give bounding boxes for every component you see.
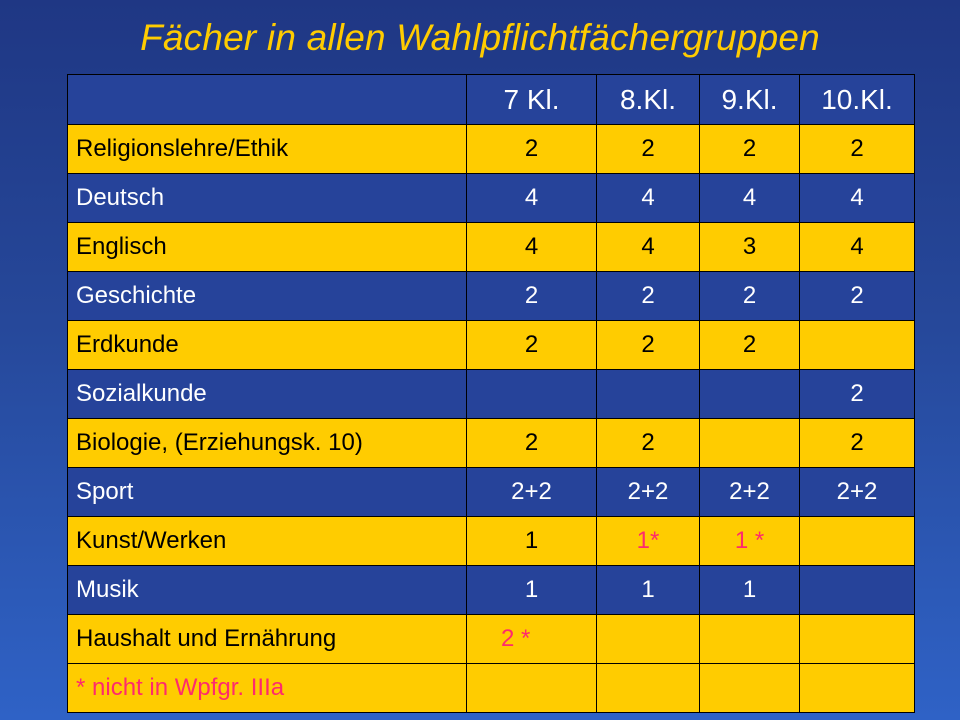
value-cell <box>466 663 597 713</box>
value-cell: 2 <box>699 320 800 370</box>
value-cell <box>699 418 800 468</box>
header-9kl: 9.Kl. <box>699 74 800 125</box>
subject-cell: Musik <box>67 565 467 615</box>
value-cell: 2 <box>799 369 915 419</box>
value-cell: 4 <box>699 173 800 223</box>
value-cell <box>799 614 915 664</box>
header-corner-cell <box>67 74 467 125</box>
value-cell: 2 <box>799 418 915 468</box>
value-cell <box>699 614 800 664</box>
footnote-cell: * nicht in Wpfgr. IIIa <box>67 663 467 713</box>
subject-cell: Sozialkunde <box>67 369 467 419</box>
subject-cell: Kunst/Werken <box>67 516 467 566</box>
table-row: Musik 1 1 1 <box>67 565 915 615</box>
value-cell: 2 <box>699 271 800 321</box>
subject-cell: Religionslehre/Ethik <box>67 124 467 174</box>
value-cell <box>466 369 597 419</box>
table-row: Sport 2+2 2+2 2+2 2+2 <box>67 467 915 517</box>
value-cell: 2 <box>799 124 915 174</box>
subject-cell: Geschichte <box>67 271 467 321</box>
table-row: * nicht in Wpfgr. IIIa <box>67 663 915 713</box>
value-cell: 2+2 <box>466 467 597 517</box>
value-cell: 1 <box>596 565 700 615</box>
value-cell: 2 <box>596 271 700 321</box>
header-10kl: 10.Kl. <box>799 74 915 125</box>
value-cell <box>596 663 700 713</box>
subject-cell: Haushalt und Ernährung <box>67 614 467 664</box>
subject-cell: Deutsch <box>67 173 467 223</box>
value-cell: 2 <box>466 124 597 174</box>
value-cell: 2+2 <box>596 467 700 517</box>
value-cell <box>596 614 700 664</box>
value-cell: 2 <box>466 320 597 370</box>
value-cell: 1 <box>699 565 800 615</box>
value-cell: 1* <box>596 516 700 566</box>
value-cell <box>799 516 915 566</box>
value-cell: 4 <box>596 222 700 272</box>
table-row: Deutsch 4 4 4 4 <box>67 173 915 223</box>
table-row: Biologie, (Erziehungsk. 10) 2 2 2 <box>67 418 915 468</box>
value-cell: 1 <box>466 516 597 566</box>
subject-cell: Erdkunde <box>67 320 467 370</box>
value-cell: 2 <box>699 124 800 174</box>
value-cell: 4 <box>596 173 700 223</box>
table-row: Englisch 4 4 3 4 <box>67 222 915 272</box>
value-cell: 2 <box>596 124 700 174</box>
value-cell: 1 * <box>699 516 800 566</box>
table-row: Geschichte 2 2 2 2 <box>67 271 915 321</box>
header-row: 7 Kl. 8.Kl. 9.Kl. 10.Kl. <box>67 74 915 125</box>
value-cell: 4 <box>466 222 597 272</box>
value-cell: 1 <box>466 565 597 615</box>
value-cell <box>596 369 700 419</box>
subject-cell: Englisch <box>67 222 467 272</box>
value-cell: 4 <box>466 173 597 223</box>
slide-title: Fächer in allen Wahlpflichtfächergruppen <box>140 17 820 58</box>
table-row: Erdkunde 2 2 2 <box>67 320 915 370</box>
table-row: Sozialkunde 2 <box>67 369 915 419</box>
header-7kl: 7 Kl. <box>466 74 597 125</box>
value-cell <box>799 320 915 370</box>
table-row: Haushalt und Ernährung 2 * <box>67 614 915 664</box>
value-cell: 2+2 <box>799 467 915 517</box>
subject-cell: Biologie, (Erziehungsk. 10) <box>67 418 467 468</box>
value-cell: 4 <box>799 222 915 272</box>
value-cell: 2+2 <box>699 467 800 517</box>
header-8kl: 8.Kl. <box>596 74 700 125</box>
value-cell <box>699 369 800 419</box>
value-cell <box>799 565 915 615</box>
table-row: Religionslehre/Ethik 2 2 2 2 <box>67 124 915 174</box>
value-cell: 2 <box>799 271 915 321</box>
value-cell: 2 <box>466 271 597 321</box>
subject-cell: Sport <box>67 467 467 517</box>
table-row: Kunst/Werken 1 1* 1 * <box>67 516 915 566</box>
value-cell <box>799 663 915 713</box>
subject-hours-table: 7 Kl. 8.Kl. 9.Kl. 10.Kl. Religionslehre/… <box>67 74 915 713</box>
value-cell: 2 <box>466 418 597 468</box>
value-cell: 2 <box>596 320 700 370</box>
value-cell <box>699 663 800 713</box>
value-cell: 3 <box>699 222 800 272</box>
value-cell: 2 <box>596 418 700 468</box>
value-cell: 4 <box>799 173 915 223</box>
value-cell: 2 * <box>466 614 597 664</box>
